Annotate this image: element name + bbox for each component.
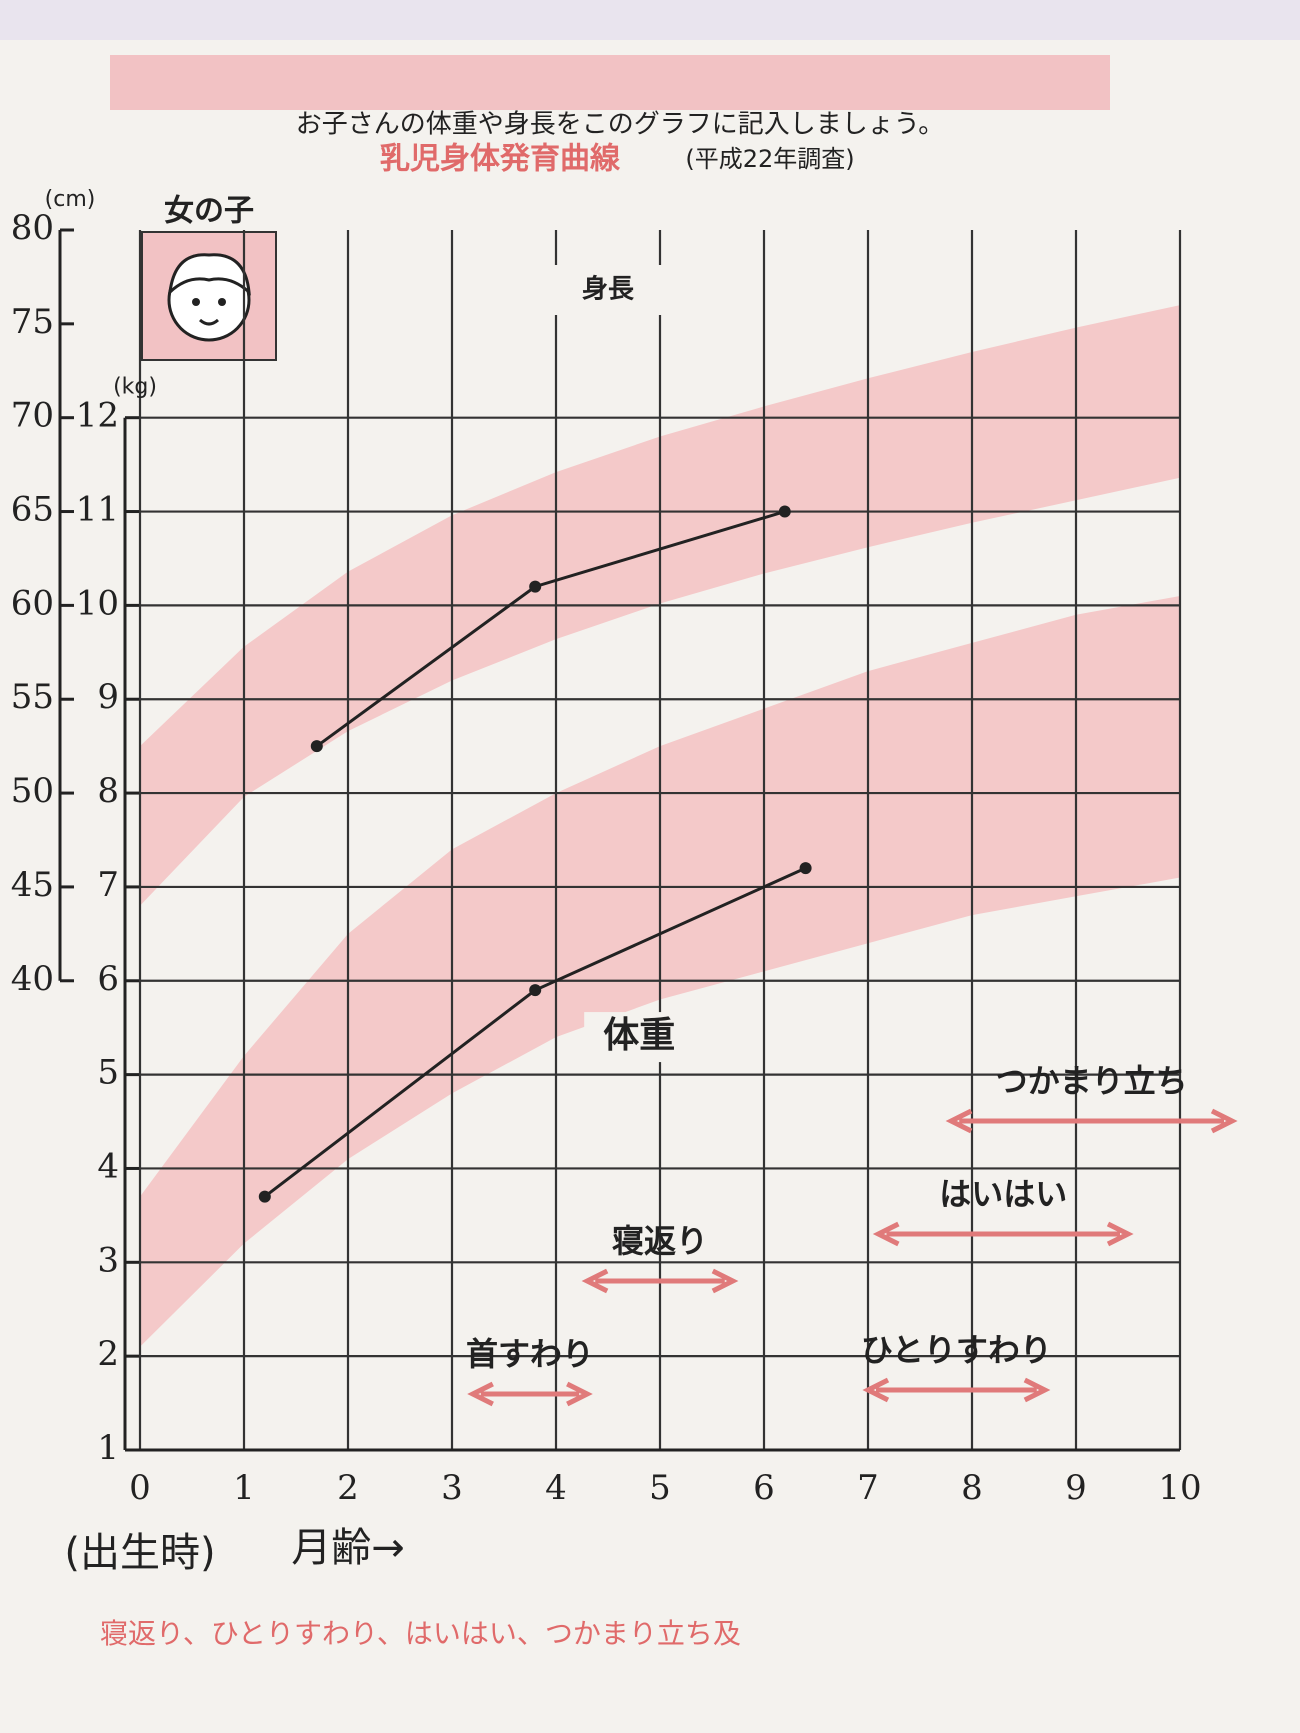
y2-tick-label: 60 [11, 583, 54, 623]
x-tick-label: 0 [129, 1468, 151, 1508]
hair [167, 253, 251, 296]
chart-subtitle: (平成22年調査) [685, 145, 854, 173]
series-label-bg [584, 1012, 695, 1063]
y2-tick-label: 75 [11, 302, 54, 342]
y-tick-label: 12 [76, 396, 119, 436]
x-tick-label: 8 [961, 1468, 983, 1508]
y-tick-label: 3 [97, 1240, 119, 1280]
data-point [529, 984, 542, 997]
data-point [778, 505, 791, 518]
series-label: 身長 [582, 275, 634, 305]
y2-tick-label: 55 [11, 677, 54, 717]
x-origin-label: (出生時) [64, 1530, 215, 1576]
x-tick-label: 2 [337, 1468, 359, 1508]
y2-tick-label: 45 [11, 865, 54, 905]
arrow-head [467, 1381, 494, 1407]
y2-tick-label: 40 [11, 959, 54, 999]
girl-icon [167, 253, 251, 342]
arrow-head [581, 1268, 609, 1294]
series-label-bg [553, 265, 663, 315]
x-tick-label: 7 [857, 1468, 879, 1508]
milestone-label: つかまり立ち [996, 1062, 1188, 1100]
y2-axis-label: (cm) [45, 187, 96, 212]
x-tick-label: 6 [753, 1468, 775, 1508]
arrow-head [872, 1221, 900, 1247]
y-tick-label: 10 [76, 583, 119, 623]
data-point [258, 1190, 271, 1203]
footer-note: 寝返り、ひとりすわり、はいはい、つかまり立ち及 [100, 1617, 741, 1650]
arrow-head [711, 1268, 739, 1294]
y-axis-label: (kg) [113, 375, 157, 400]
y-tick-label: 5 [97, 1053, 119, 1093]
milestone-label: はいはい [939, 1175, 1067, 1213]
reference-band [140, 305, 1180, 906]
arrow-head [566, 1381, 593, 1407]
arrow-head [1106, 1221, 1134, 1247]
data-point [310, 740, 323, 753]
x-tick-label: 9 [1065, 1468, 1087, 1508]
arrow-head [862, 1377, 890, 1403]
y-tick-label: 4 [97, 1146, 119, 1186]
arrow-head [1210, 1108, 1238, 1134]
series-label: 体重 [603, 1015, 675, 1056]
x-tick-label: 3 [441, 1468, 463, 1508]
y-tick-label: 9 [97, 677, 119, 717]
x-tick-label: 4 [545, 1468, 567, 1508]
milestone-label: ひとりすわり [861, 1331, 1052, 1369]
y-tick-label: 8 [97, 771, 119, 811]
mouth [199, 318, 219, 326]
x-axis-label: 月齢→ [291, 1525, 405, 1571]
y2-tick-label: 65 [11, 490, 54, 530]
y2-tick-label: 70 [11, 396, 54, 436]
arrow-head [1023, 1377, 1051, 1403]
eye [218, 298, 226, 306]
y-tick-label: 11 [76, 490, 119, 530]
data-point [529, 580, 542, 593]
y-tick-label: 7 [97, 865, 119, 905]
arrow-head [945, 1108, 973, 1134]
chart-title: 乳児身体発育曲線 [380, 142, 621, 177]
y2-tick-label: 80 [11, 208, 54, 248]
y-tick-label: 6 [97, 959, 119, 999]
data-point [799, 862, 812, 875]
milestone-label: 首すわり [466, 1335, 594, 1373]
eye [192, 298, 200, 306]
y-tick-label: 2 [97, 1334, 119, 1374]
x-tick-label: 10 [1158, 1468, 1201, 1508]
x-tick-label: 5 [649, 1468, 671, 1508]
panel-label: 女の子 [164, 194, 254, 229]
header-band [110, 55, 1110, 110]
x-tick-label: 1 [233, 1468, 255, 1508]
milestone-label: 寝返り [612, 1222, 708, 1260]
y-tick-label: 1 [97, 1428, 119, 1468]
header-text: お子さんの体重や身長をこのグラフに記入しましょう。 [296, 110, 944, 140]
y2-tick-label: 50 [11, 771, 54, 811]
